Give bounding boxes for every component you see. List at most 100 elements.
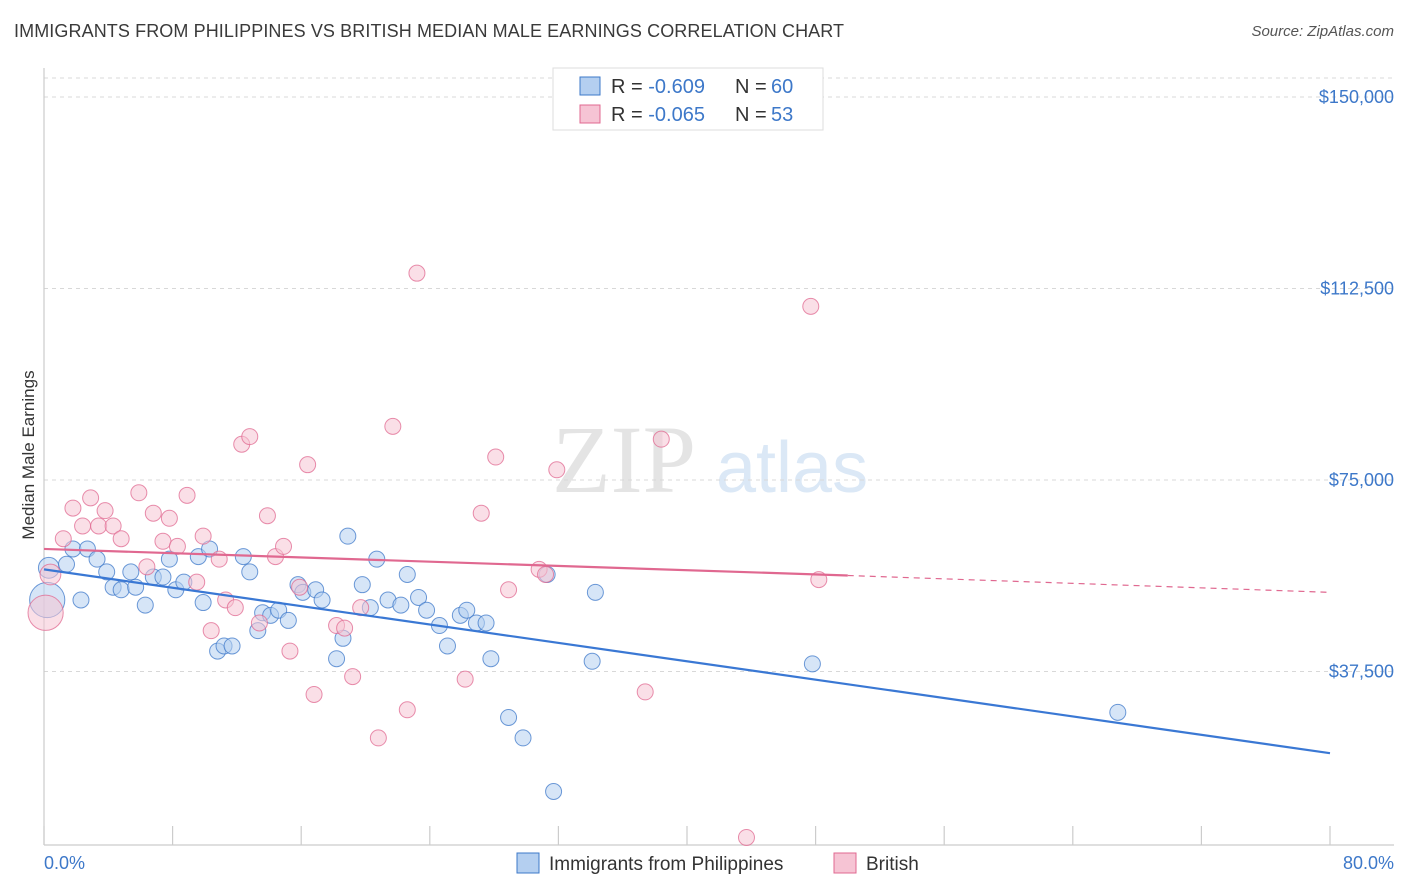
- philippines-point: [98, 563, 116, 581]
- philippines-point: [313, 591, 331, 609]
- british-point: [74, 517, 92, 535]
- philippines-point: [586, 583, 604, 601]
- legend: R = -0.609 N = 60 R = -0.065 N = 53: [552, 67, 824, 131]
- bottom-legend-label-pink: British: [866, 854, 919, 875]
- philippines-trend-line: [43, 568, 1331, 755]
- philippines-point: [328, 650, 346, 668]
- british-point: [344, 668, 362, 686]
- philippines-point: [223, 637, 241, 655]
- philippines-point: [241, 563, 259, 581]
- british-point: [82, 489, 100, 507]
- philippines-point: [279, 611, 297, 629]
- philippines-point: [112, 581, 130, 599]
- british-point: [336, 619, 354, 637]
- philippines-point: [122, 563, 140, 581]
- british-point: [472, 504, 490, 522]
- british-point: [112, 530, 130, 548]
- x-tick-label-max: 80.0%: [1343, 853, 1394, 873]
- y-tick-labels: $37,500 $75,000 $112,500 $150,000: [1319, 87, 1394, 682]
- philippines-point: [438, 637, 456, 655]
- british-point: [258, 507, 276, 525]
- british-point: [281, 642, 299, 660]
- philippines-point: [58, 555, 76, 573]
- british-point: [188, 573, 206, 591]
- british-point: [398, 701, 416, 719]
- axes: [43, 68, 1394, 846]
- data-points: [27, 264, 1127, 846]
- british-point: [39, 563, 62, 586]
- y-tick-label: $75,000: [1329, 470, 1394, 490]
- philippines-point: [72, 591, 90, 609]
- british-point: [636, 683, 654, 701]
- philippines-point: [154, 568, 172, 586]
- british-point: [305, 685, 323, 703]
- british-point: [90, 517, 108, 535]
- philippines-point: [418, 601, 436, 619]
- philippines-point: [392, 596, 410, 614]
- trend-lines: [43, 547, 1331, 755]
- watermark-atlas: atlas: [716, 428, 868, 508]
- british-point: [226, 599, 244, 617]
- chart-title: IMMIGRANTS FROM PHILIPPINES VS BRITISH M…: [14, 21, 845, 41]
- british-point: [250, 614, 268, 632]
- british-point: [369, 729, 387, 747]
- legend-swatch-pink: [579, 104, 601, 124]
- philippines-point: [514, 729, 532, 747]
- british-point: [652, 430, 670, 448]
- british-point: [500, 581, 518, 599]
- legend-row-blue: R = -0.609 N = 60: [611, 76, 793, 98]
- source-label: Source: ZipAtlas.com: [1251, 23, 1394, 40]
- british-point: [384, 417, 402, 435]
- british-trend-line: [43, 547, 848, 577]
- british-point: [154, 532, 172, 550]
- british-point: [178, 486, 196, 504]
- philippines-point: [477, 614, 495, 632]
- british-point: [537, 565, 555, 583]
- british-point: [241, 428, 259, 446]
- british-point: [160, 509, 178, 527]
- bottom-legend-label-blue: Immigrants from Philippines: [549, 854, 783, 875]
- x-tick-labels: 0.0% 80.0%: [44, 853, 1394, 873]
- philippines-point: [1109, 703, 1127, 721]
- british-point: [299, 456, 317, 474]
- british-point: [64, 499, 82, 517]
- y-tick-label: $112,500: [1320, 279, 1394, 299]
- legend-swatch-blue: [579, 76, 601, 96]
- philippines-point: [803, 655, 821, 673]
- philippines-point: [398, 565, 416, 583]
- philippines-point: [482, 650, 500, 668]
- british-point: [487, 448, 505, 466]
- british-point: [202, 622, 220, 640]
- british-point: [54, 530, 72, 548]
- philippines-point: [458, 601, 476, 619]
- british-point: [408, 264, 426, 282]
- british-point: [802, 297, 820, 315]
- philippines-point: [500, 708, 518, 726]
- british-point: [737, 828, 755, 846]
- british-point: [275, 537, 293, 555]
- british-point: [130, 484, 148, 502]
- philippines-point: [410, 588, 428, 606]
- philippines-point: [136, 596, 154, 614]
- philippines-point: [160, 550, 178, 568]
- british-trend-extension: [847, 574, 1331, 593]
- philippines-point: [583, 652, 601, 670]
- british-point: [27, 594, 64, 631]
- watermark: ZIP atlas: [552, 406, 868, 513]
- y-tick-label: $150,000: [1319, 87, 1394, 107]
- bottom-legend-swatch-blue: [516, 852, 540, 874]
- y-axis-label: Median Male Earnings: [19, 370, 38, 539]
- legend-row-pink: R = -0.065 N = 53: [611, 104, 793, 126]
- philippines-point: [353, 576, 371, 594]
- gridlines: [44, 77, 1394, 672]
- watermark-zip: ZIP: [552, 406, 696, 513]
- british-point: [194, 527, 212, 545]
- philippines-point: [545, 783, 563, 801]
- philippines-point: [339, 527, 357, 545]
- british-point: [456, 670, 474, 688]
- y-tick-label: $37,500: [1329, 662, 1394, 682]
- british-point: [104, 517, 122, 535]
- british-point: [291, 578, 309, 596]
- x-tick-label-min: 0.0%: [44, 853, 85, 873]
